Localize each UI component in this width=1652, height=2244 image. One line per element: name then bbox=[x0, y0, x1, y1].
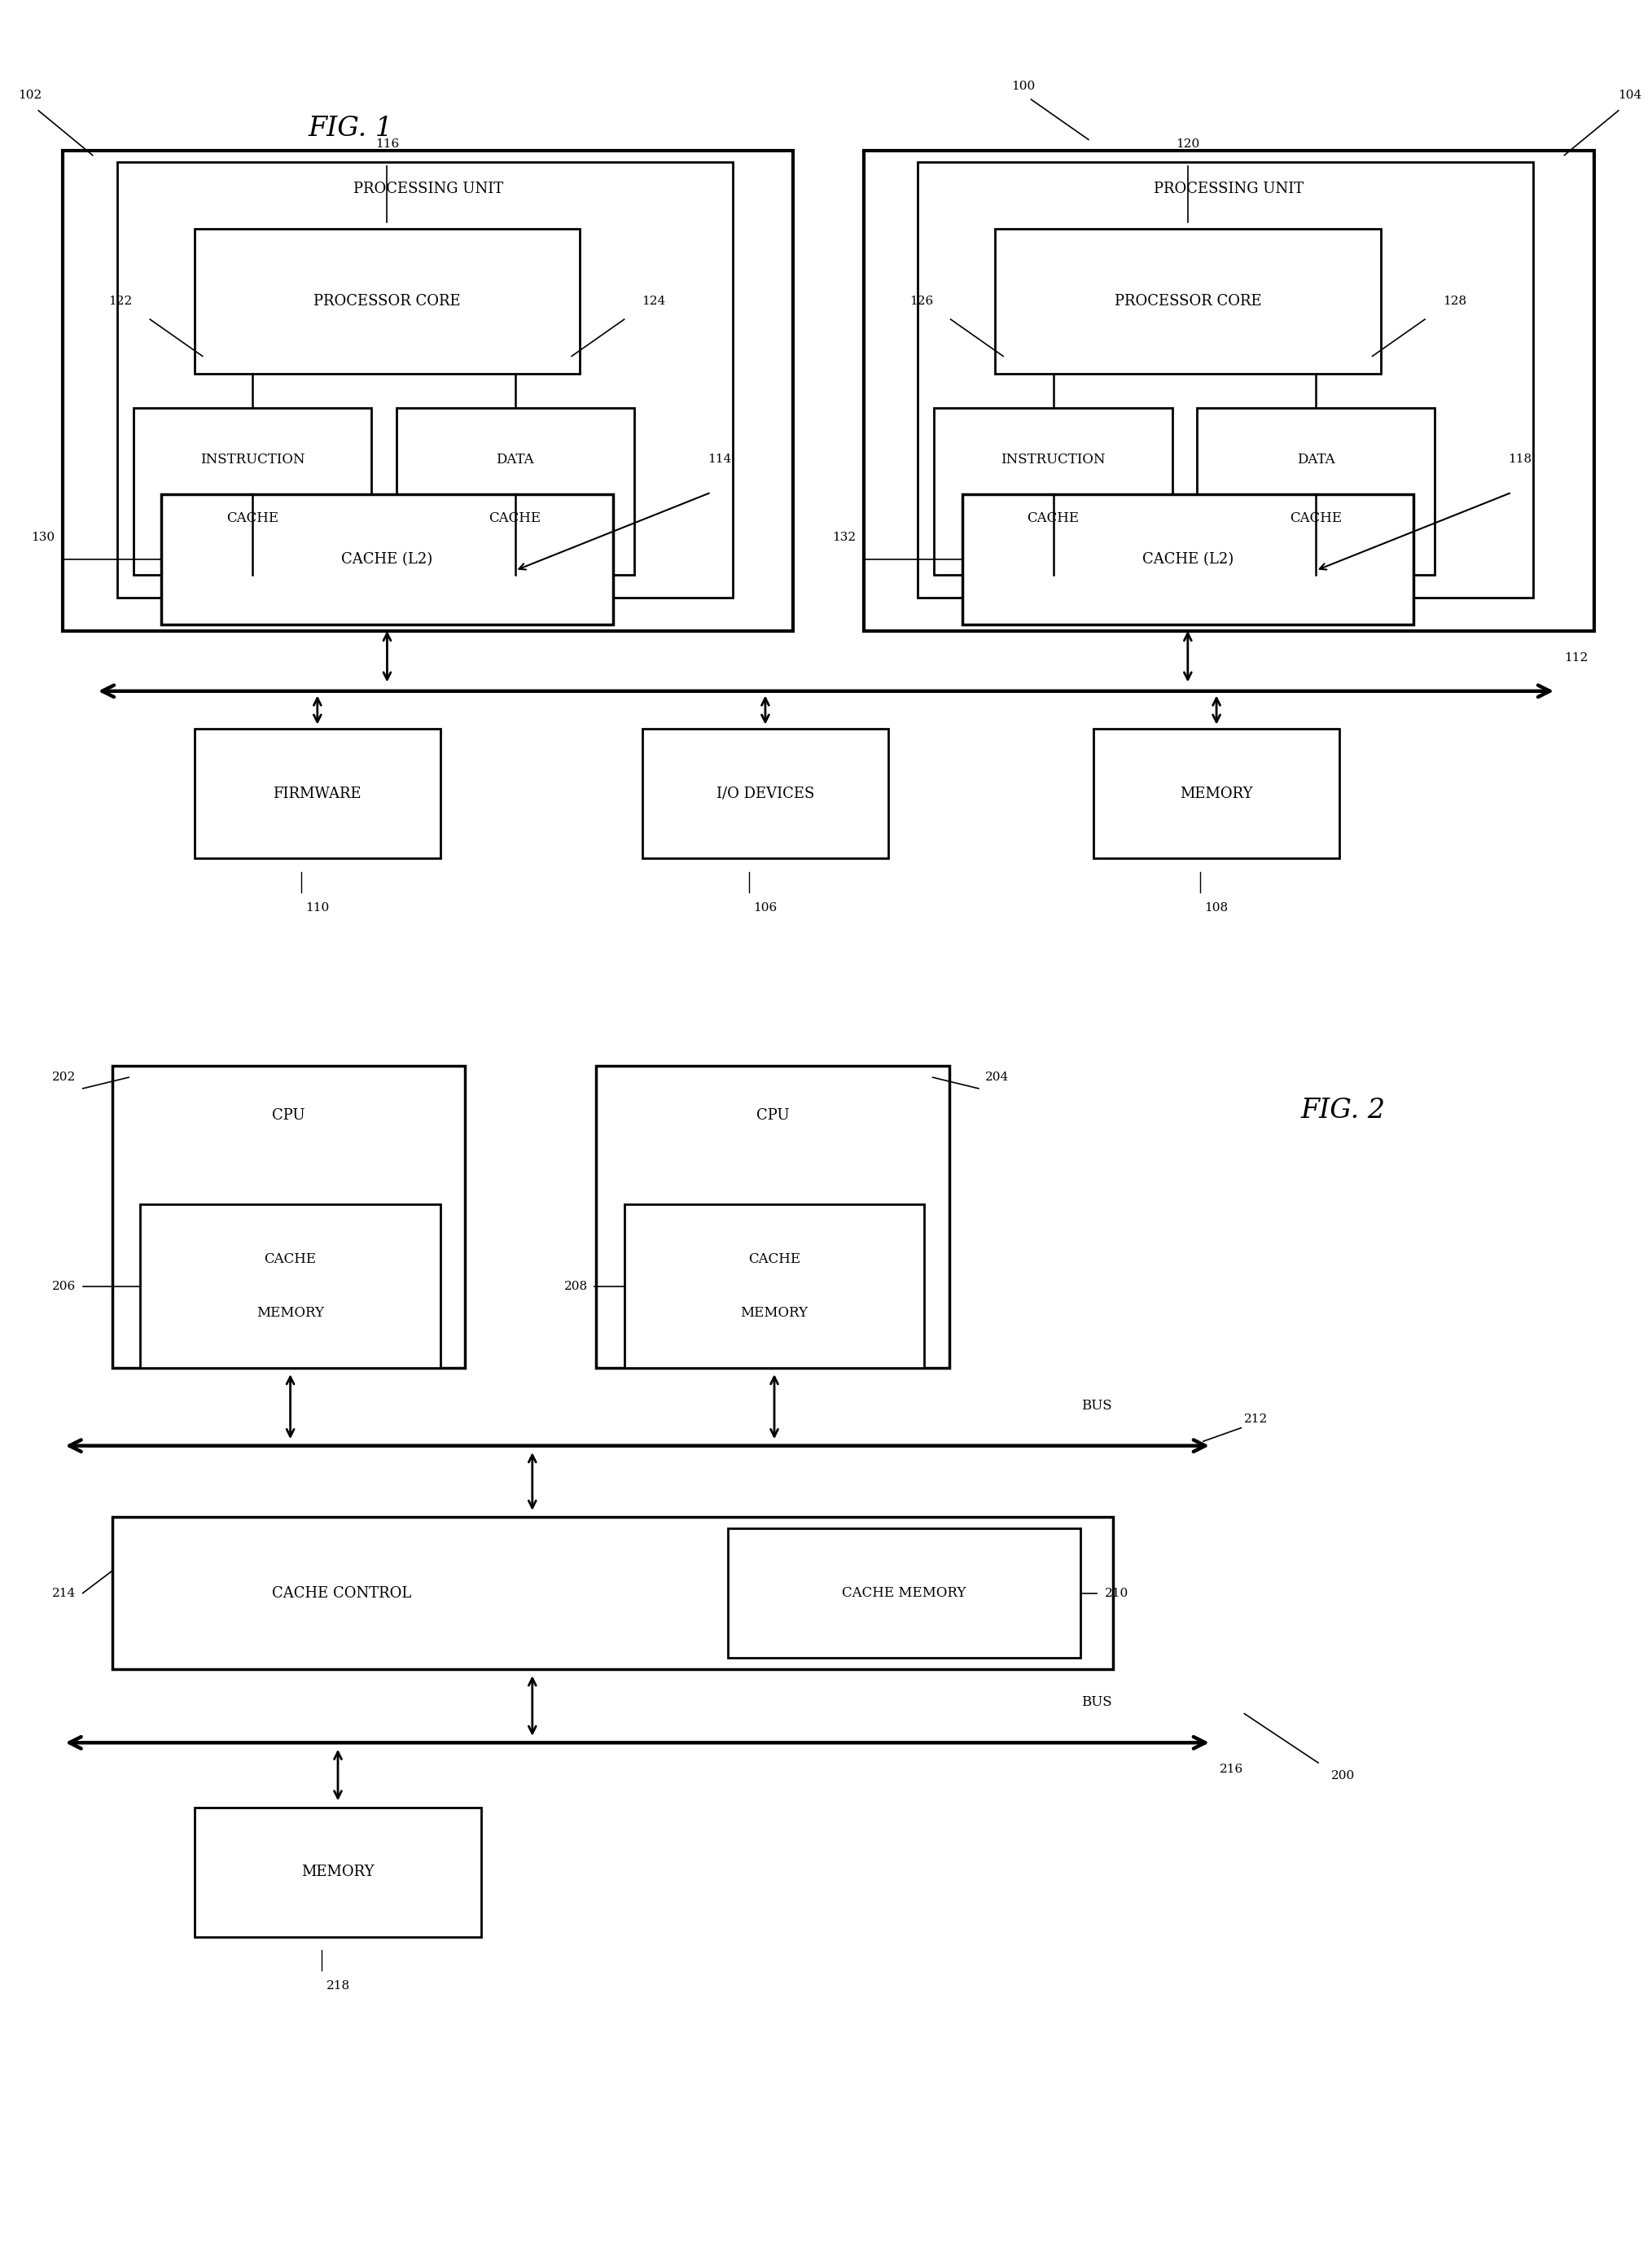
Bar bbox=[995, 229, 1381, 375]
Text: 132: 132 bbox=[833, 532, 856, 543]
Text: PROCESSOR CORE: PROCESSOR CORE bbox=[314, 294, 461, 310]
Text: PROCESSOR CORE: PROCESSOR CORE bbox=[1113, 294, 1262, 310]
Text: I/O DEVICES: I/O DEVICES bbox=[717, 785, 814, 801]
Text: 208: 208 bbox=[565, 1281, 588, 1293]
Text: 212: 212 bbox=[1244, 1414, 1269, 1425]
Bar bbox=[112, 1517, 1113, 1670]
Text: FIG. 1: FIG. 1 bbox=[307, 114, 393, 141]
Text: MEMORY: MEMORY bbox=[301, 1865, 375, 1880]
Text: 120: 120 bbox=[1176, 139, 1199, 150]
Text: 118: 118 bbox=[1508, 453, 1531, 465]
Bar bbox=[140, 1205, 441, 1367]
Text: 112: 112 bbox=[1564, 653, 1588, 664]
Text: FIRMWARE: FIRMWARE bbox=[273, 785, 362, 801]
Text: 218: 218 bbox=[325, 1981, 350, 1993]
Bar bbox=[63, 150, 793, 631]
Text: CACHE (L2): CACHE (L2) bbox=[342, 552, 433, 568]
Text: 126: 126 bbox=[909, 296, 933, 307]
Bar bbox=[134, 408, 372, 574]
Text: 210: 210 bbox=[1105, 1587, 1128, 1598]
Text: BUS: BUS bbox=[1082, 1398, 1112, 1411]
Text: 202: 202 bbox=[53, 1073, 76, 1084]
Text: MEMORY: MEMORY bbox=[1180, 785, 1252, 801]
Bar bbox=[919, 162, 1533, 597]
Bar bbox=[162, 494, 613, 624]
Text: 114: 114 bbox=[707, 453, 732, 465]
Text: INSTRUCTION: INSTRUCTION bbox=[1001, 453, 1105, 467]
Text: CACHE: CACHE bbox=[1028, 512, 1079, 525]
Text: CACHE CONTROL: CACHE CONTROL bbox=[273, 1587, 411, 1600]
Bar bbox=[396, 408, 634, 574]
Text: 204: 204 bbox=[985, 1073, 1009, 1084]
Text: 106: 106 bbox=[753, 902, 776, 913]
Text: 214: 214 bbox=[53, 1587, 76, 1598]
Text: 108: 108 bbox=[1204, 902, 1229, 913]
Text: PROCESSING UNIT: PROCESSING UNIT bbox=[1153, 182, 1303, 195]
Text: 100: 100 bbox=[1011, 81, 1034, 92]
Text: 122: 122 bbox=[109, 296, 132, 307]
Bar bbox=[117, 162, 732, 597]
Text: MEMORY: MEMORY bbox=[256, 1306, 324, 1319]
Text: CACHE: CACHE bbox=[748, 1252, 801, 1266]
Bar bbox=[195, 1806, 481, 1937]
Text: BUS: BUS bbox=[1082, 1696, 1112, 1710]
Text: 130: 130 bbox=[31, 532, 55, 543]
Text: 110: 110 bbox=[306, 902, 329, 913]
Text: 216: 216 bbox=[1219, 1764, 1244, 1775]
Text: CPU: CPU bbox=[273, 1109, 306, 1122]
Bar bbox=[643, 729, 889, 859]
Bar bbox=[112, 1066, 466, 1367]
Text: DATA: DATA bbox=[1297, 453, 1335, 467]
Text: CPU: CPU bbox=[757, 1109, 790, 1122]
Bar bbox=[1196, 408, 1434, 574]
Text: 124: 124 bbox=[643, 296, 666, 307]
Bar bbox=[195, 729, 441, 859]
Bar bbox=[195, 229, 580, 375]
Text: CACHE MEMORY: CACHE MEMORY bbox=[843, 1587, 966, 1600]
Text: 102: 102 bbox=[18, 90, 43, 101]
Bar bbox=[935, 408, 1173, 574]
Bar bbox=[624, 1205, 925, 1367]
Text: FIG. 2: FIG. 2 bbox=[1300, 1097, 1386, 1124]
Text: CACHE (L2): CACHE (L2) bbox=[1142, 552, 1234, 568]
Bar bbox=[596, 1066, 948, 1367]
Text: CACHE: CACHE bbox=[1290, 512, 1341, 525]
Text: 104: 104 bbox=[1617, 90, 1642, 101]
Text: DATA: DATA bbox=[496, 453, 534, 467]
Text: CACHE: CACHE bbox=[264, 1252, 317, 1266]
Text: 206: 206 bbox=[53, 1281, 76, 1293]
Text: MEMORY: MEMORY bbox=[740, 1306, 808, 1319]
Text: 116: 116 bbox=[375, 139, 400, 150]
Bar bbox=[961, 494, 1414, 624]
Bar bbox=[864, 150, 1594, 631]
Text: CACHE: CACHE bbox=[489, 512, 542, 525]
Bar bbox=[1094, 729, 1340, 859]
Text: CACHE: CACHE bbox=[226, 512, 279, 525]
Text: 200: 200 bbox=[1332, 1771, 1355, 1782]
Text: 128: 128 bbox=[1442, 296, 1467, 307]
Text: INSTRUCTION: INSTRUCTION bbox=[200, 453, 306, 467]
Text: PROCESSING UNIT: PROCESSING UNIT bbox=[354, 182, 504, 195]
Bar bbox=[727, 1528, 1080, 1658]
